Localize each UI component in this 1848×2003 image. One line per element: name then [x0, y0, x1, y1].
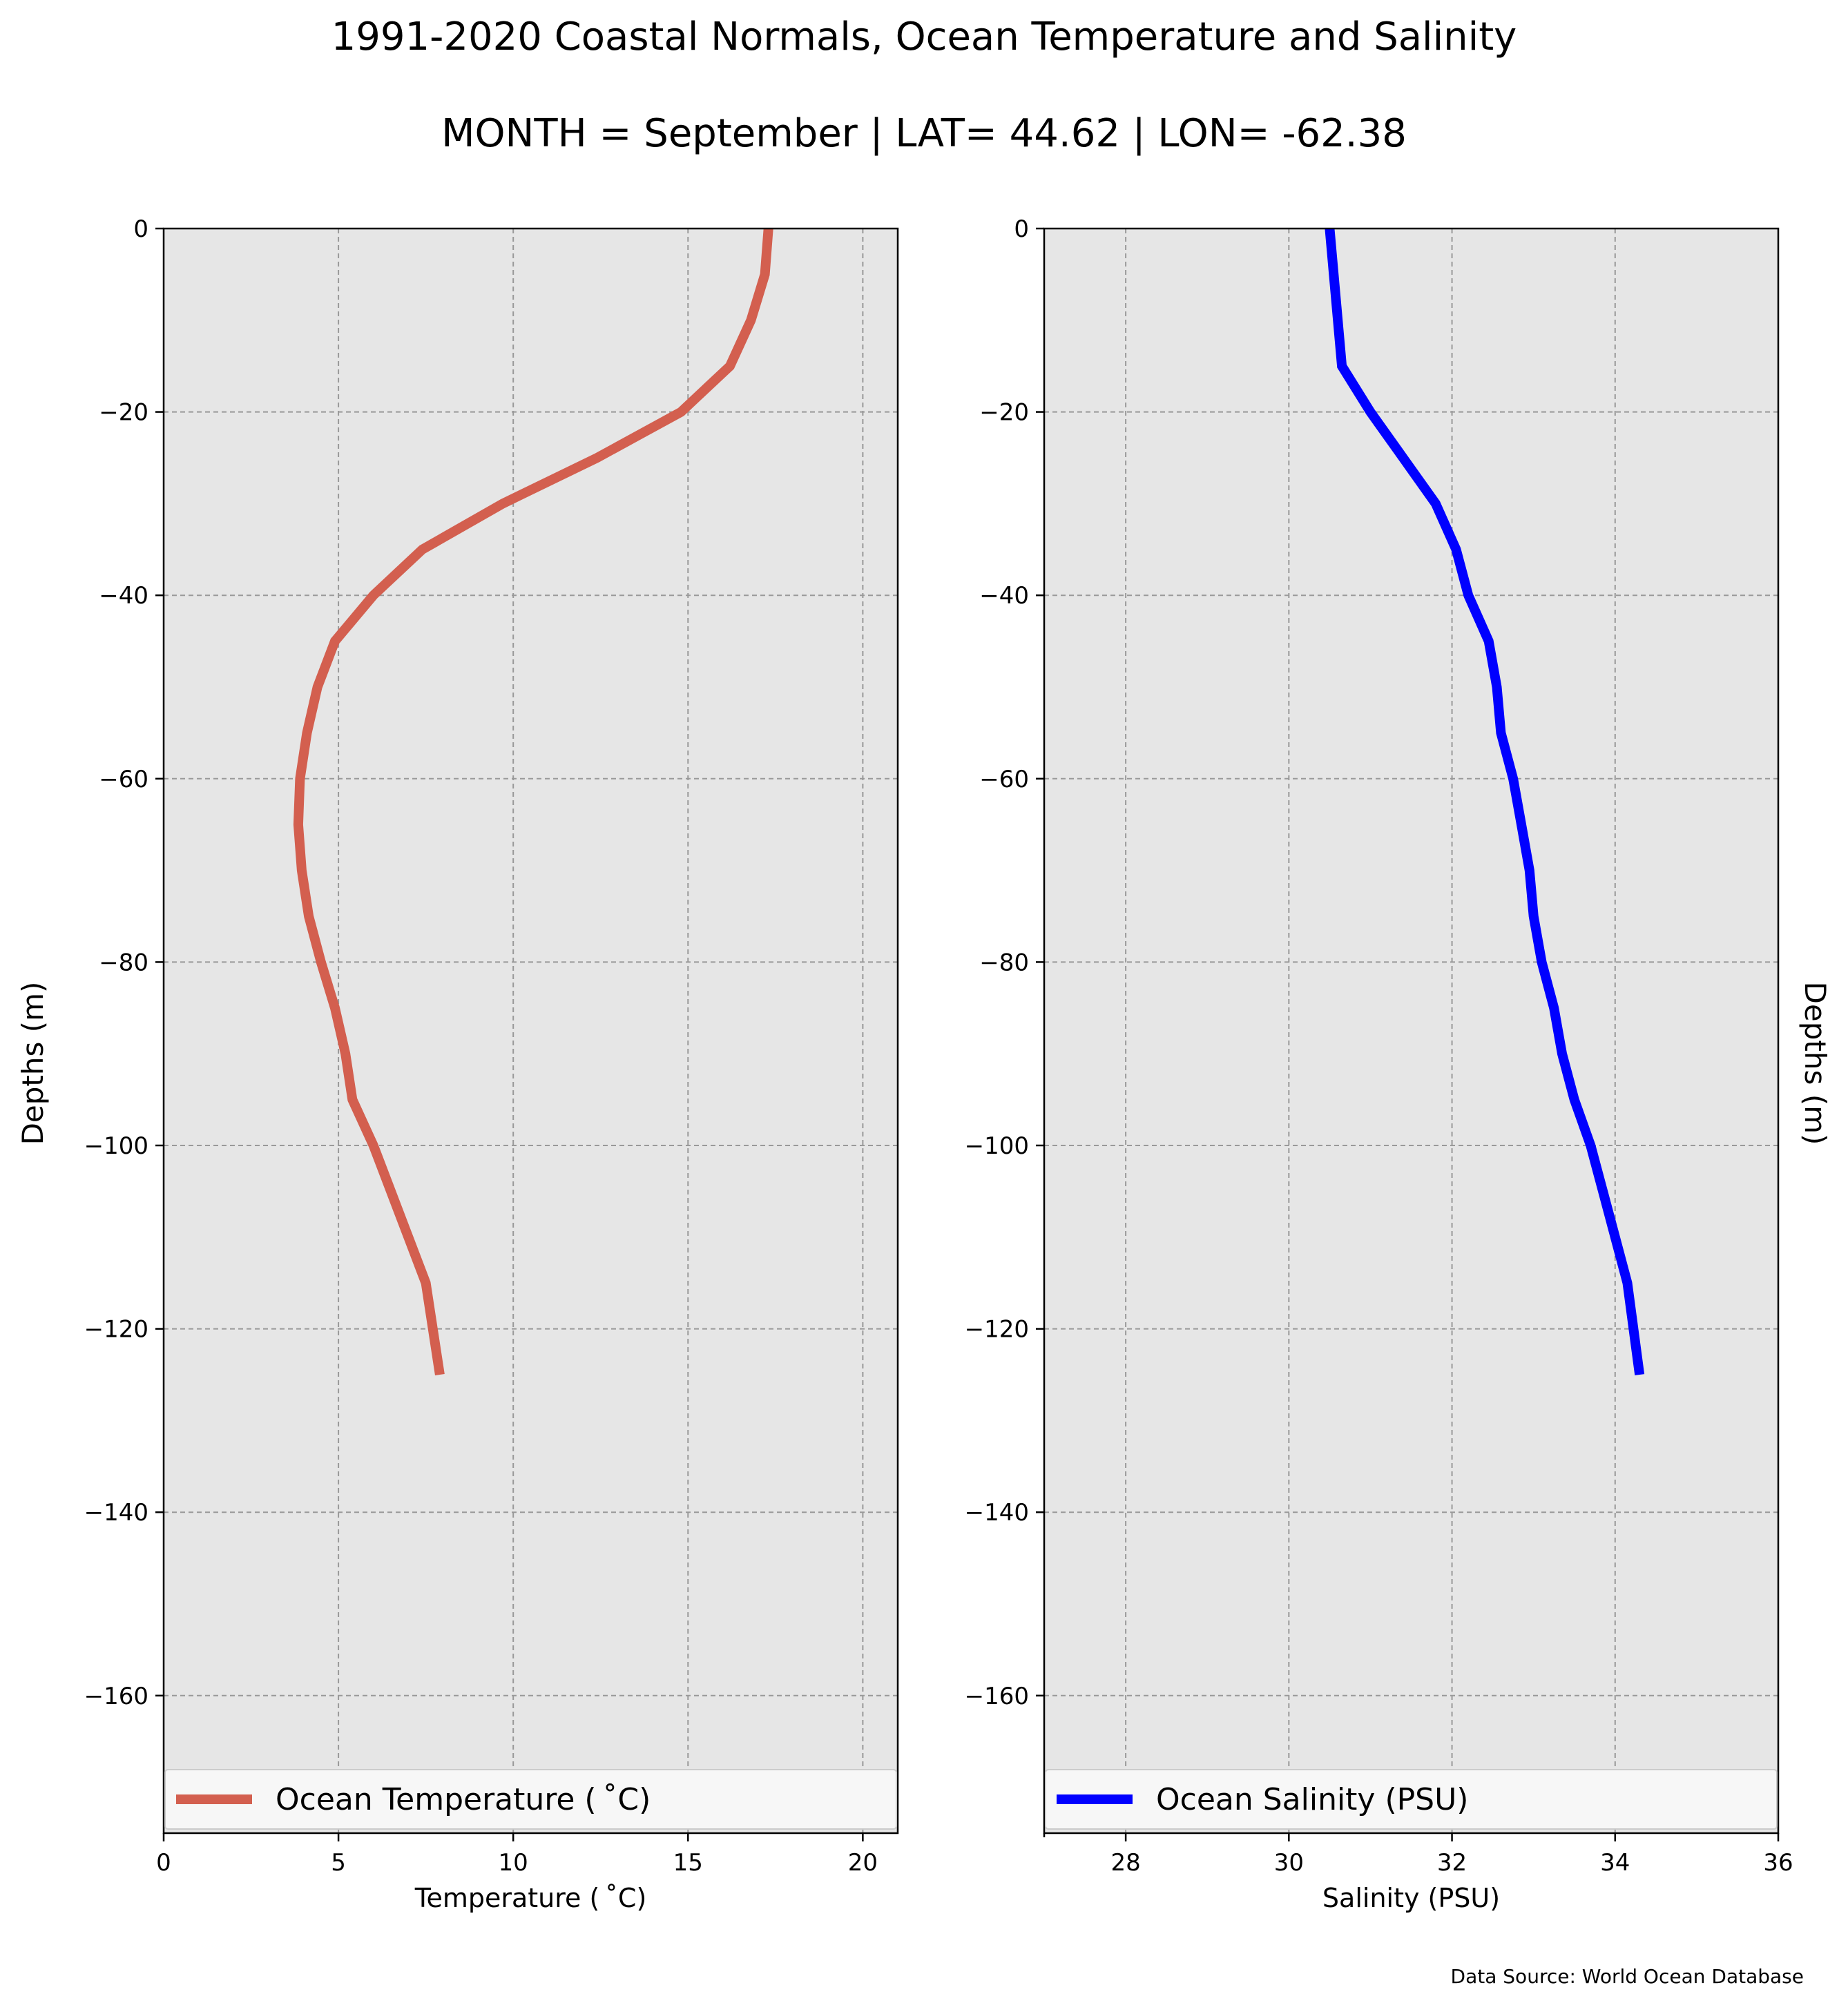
- temperature-x-tick-label: 10: [499, 1849, 528, 1877]
- temperature-x-tick-label: 5: [331, 1849, 346, 1877]
- temperature-panel: 0 5 10 15 20 0 −20 −40 −60 −80 −100 −120 −140 −160 Tem…: [84, 215, 899, 1913]
- salinity-x-axis-label: Salinity (PSU): [1322, 1883, 1500, 1913]
- salinity-panel: 28 30 32 34 36 0 −20 −40 −60 −80 −100 −120 −140 −160 S…: [965, 215, 1793, 1913]
- temperature-y-tick-label: −40: [99, 582, 148, 610]
- salinity-y-tick-label: −100: [965, 1132, 1029, 1160]
- temperature-y-tick-label: −120: [84, 1316, 148, 1344]
- temperature-plot-area: [164, 229, 898, 1833]
- temperature-y-tick-label: −80: [99, 949, 148, 976]
- temperature-x-tick-label: 0: [156, 1849, 171, 1877]
- temperature-x-tick-label: 20: [848, 1849, 878, 1877]
- salinity-y-tick-label: −80: [979, 949, 1029, 976]
- salinity-legend-box: [1045, 1769, 1778, 1830]
- figure-subtitle: MONTH = September | LAT= 44.62 | LON= -6…: [441, 111, 1407, 156]
- salinity-axes-frame: [1043, 227, 1780, 1835]
- data-source-note: Data Source: World Ocean Database: [1451, 1965, 1804, 1988]
- temperature-y-tick-label: 0: [133, 215, 148, 243]
- salinity-y-tick-label: −60: [979, 766, 1029, 793]
- figure-title: 1991-2020 Coastal Normals, Ocean Tempera…: [331, 14, 1517, 59]
- salinity-y-tick-label: 0: [1014, 215, 1029, 243]
- salinity-plot-area: [1044, 229, 1778, 1833]
- temperature-y-tick-label: −140: [84, 1499, 148, 1527]
- chart-panels: 0 5 10 15 20 0 −20 −40 −60 −80 −100 −120 −140 −160 Tem…: [84, 215, 1793, 1913]
- salinity-x-tick-label: 36: [1763, 1849, 1793, 1877]
- temperature-series-line: [293, 228, 773, 1376]
- temperature-legend-box: [164, 1769, 897, 1830]
- salinity-x-tick-label: 34: [1600, 1849, 1630, 1877]
- left-y-axis-label: Depths (m): [16, 982, 50, 1145]
- temperature-axes-frame: [162, 227, 899, 1835]
- temperature-y-tick-label: −160: [84, 1683, 148, 1710]
- salinity-y-tick-label: −140: [965, 1499, 1029, 1527]
- temperature-x-axis-label: Temperature ( ˚C): [414, 1883, 647, 1913]
- salinity-x-tick-label: 28: [1110, 1849, 1140, 1877]
- salinity-y-tick-label: −40: [979, 582, 1029, 610]
- temperature-y-tick-label: −60: [99, 766, 148, 793]
- temperature-y-tick-label: −20: [99, 399, 148, 427]
- salinity-y-tick-label: −20: [979, 399, 1029, 427]
- temperature-y-tick-label: −100: [84, 1132, 148, 1160]
- salinity-y-tick-label: −160: [965, 1683, 1029, 1710]
- salinity-legend-label: Ocean Salinity (PSU): [1156, 1782, 1468, 1817]
- temperature-x-tick-label: 15: [673, 1849, 703, 1877]
- salinity-y-tick-label: −120: [965, 1316, 1029, 1344]
- temperature-legend-label: Ocean Temperature ( ˚C): [276, 1782, 651, 1817]
- salinity-x-tick-label: 32: [1437, 1849, 1467, 1877]
- salinity-series-line: [1325, 228, 1645, 1375]
- right-y-axis-label: Depths (m): [1798, 982, 1832, 1145]
- salinity-x-tick-label: 30: [1274, 1849, 1304, 1877]
